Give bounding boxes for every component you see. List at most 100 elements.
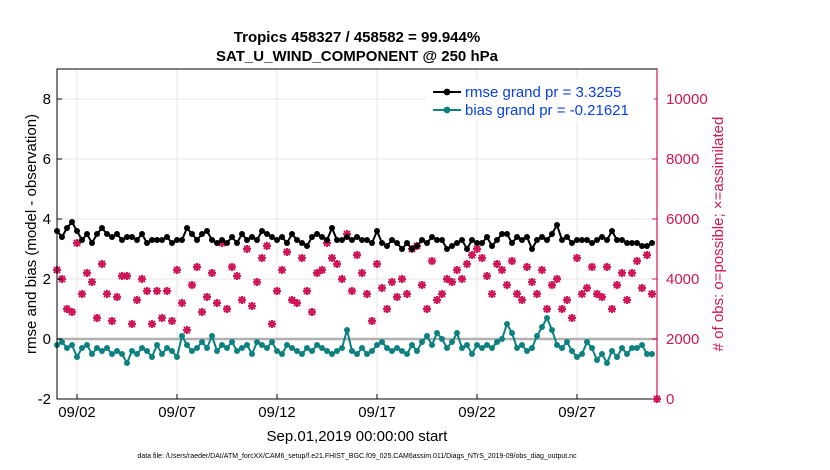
nobs-point — [498, 266, 506, 274]
rmse-point — [554, 222, 560, 228]
nobs-point — [638, 284, 646, 292]
rmse-point — [124, 234, 130, 240]
rmse-point — [294, 237, 300, 243]
bias-point — [69, 342, 75, 348]
rmse-point — [514, 234, 520, 240]
rmse-point — [339, 237, 345, 243]
bias-point — [119, 351, 125, 357]
bias-point — [244, 342, 250, 348]
rmse-point — [369, 240, 375, 246]
rmse-point — [589, 240, 595, 246]
bias-point — [229, 339, 235, 345]
rmse-point — [249, 234, 255, 240]
bias-point — [254, 339, 260, 345]
x-axis-label: Sep.01,2019 00:00:00 start — [267, 428, 449, 445]
bias-point — [169, 348, 175, 354]
nobs-point — [403, 290, 411, 298]
nobs-point — [393, 293, 401, 301]
bias-point — [649, 351, 655, 357]
rmse-point — [224, 240, 230, 246]
bias-series — [54, 315, 655, 366]
rmse-point — [134, 237, 140, 243]
nobs-point — [618, 269, 626, 277]
nobs-point — [73, 239, 81, 247]
nobs-point — [98, 260, 106, 268]
rmse-point — [489, 243, 495, 249]
nobs-point — [173, 266, 181, 274]
bias-point — [399, 348, 405, 354]
rmse-point — [634, 240, 640, 246]
rmse-point — [179, 237, 185, 243]
legend-bias-marker — [443, 106, 451, 114]
rmse-point — [74, 228, 80, 234]
rmse-point — [459, 237, 465, 243]
bias-point — [569, 348, 575, 354]
bias-point — [294, 348, 300, 354]
bias-point — [259, 342, 265, 348]
rmse-point — [519, 237, 525, 243]
nobs-point — [478, 254, 486, 262]
rmse-point — [564, 234, 570, 240]
nobs-point — [388, 278, 396, 286]
rmse-point — [504, 231, 510, 237]
bias-point — [444, 345, 450, 351]
rmse-point — [234, 240, 240, 246]
rmse-point — [464, 246, 470, 252]
rmse-point — [219, 237, 225, 243]
bias-point — [224, 345, 230, 351]
nobs-point — [198, 308, 206, 316]
bias-point — [264, 345, 270, 351]
legend-rmse-marker — [443, 88, 451, 96]
nobs-point — [223, 305, 231, 313]
bias-point — [134, 351, 140, 357]
rmse-point — [574, 237, 580, 243]
rmse-point — [144, 240, 150, 246]
bias-point — [99, 348, 105, 354]
rmse-point — [324, 237, 330, 243]
nobs-point — [568, 314, 576, 322]
bias-point — [204, 345, 210, 351]
bias-point — [209, 333, 215, 339]
nobs-point — [453, 266, 461, 274]
bias-point — [94, 345, 100, 351]
bias-point — [494, 339, 500, 345]
nobs-point — [163, 287, 171, 295]
bias-point — [374, 342, 380, 348]
y-right-tick-label: 0 — [666, 391, 674, 408]
x-axis-ticks: 09/02 09/07 09/12 09/17 09/22 09/27 — [58, 394, 596, 421]
rmse-point — [194, 237, 200, 243]
bias-point — [434, 330, 440, 336]
bias-point — [219, 342, 225, 348]
rmse-point — [639, 243, 645, 249]
bias-point — [234, 348, 240, 354]
nobs-point — [473, 245, 481, 253]
rmse-point — [264, 231, 270, 237]
rmse-point — [139, 231, 145, 237]
nobs-point — [378, 284, 386, 292]
bias-point — [644, 351, 650, 357]
nobs-point — [588, 263, 596, 271]
nobs-point — [153, 287, 161, 295]
bias-point — [499, 336, 505, 342]
x-tick-label: 09/22 — [458, 404, 496, 421]
chart-title-line2: SAT_U_WIND_COMPONENT @ 250 hPa — [216, 48, 499, 65]
bias-point — [424, 333, 430, 339]
nobs-point — [118, 272, 126, 280]
bias-point — [604, 360, 610, 366]
rmse-point — [349, 237, 355, 243]
rmse-point — [309, 234, 315, 240]
rmse-point — [529, 246, 535, 252]
nobs-point — [423, 305, 431, 313]
nobs-point — [418, 281, 426, 289]
rmse-point — [289, 231, 295, 237]
nobs-point — [363, 290, 371, 298]
nobs-point — [603, 263, 611, 271]
rmse-point — [484, 234, 490, 240]
nobs-point — [493, 260, 501, 268]
rmse-point — [444, 246, 450, 252]
nobs-point — [613, 281, 621, 289]
nobs-point — [273, 287, 281, 295]
bias-point — [579, 351, 585, 357]
rmse-point — [154, 237, 160, 243]
